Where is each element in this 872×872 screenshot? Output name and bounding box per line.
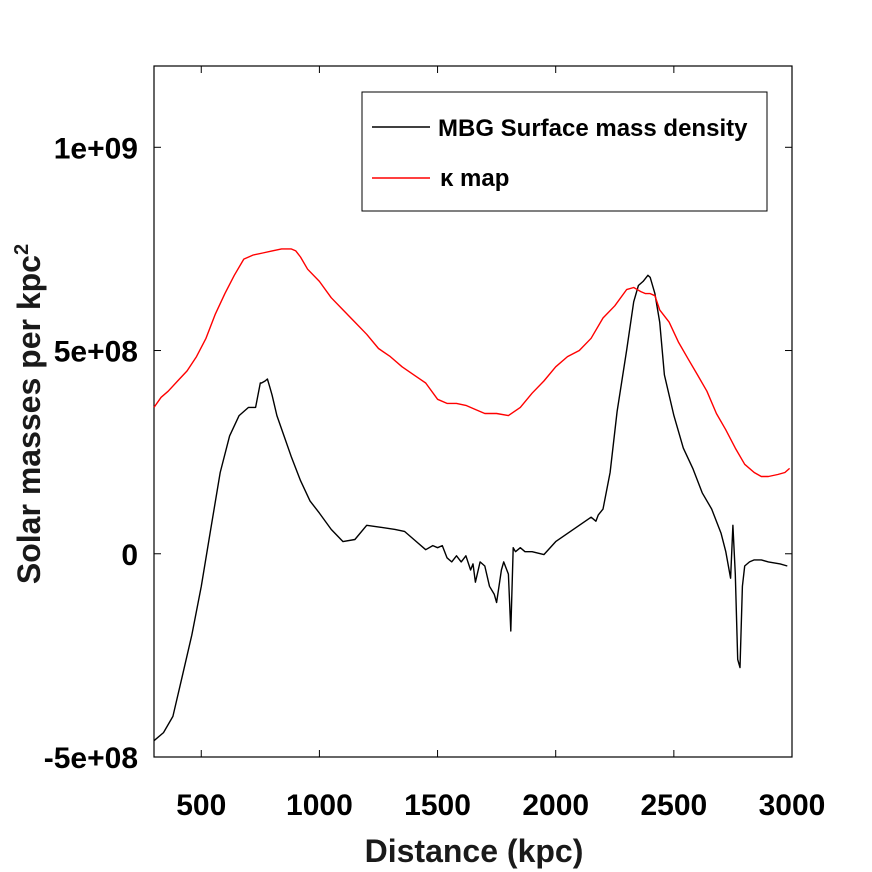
y-tick-label: 1e+09: [54, 132, 138, 165]
series-lines: [153, 248, 791, 742]
x-tick-label: 2000: [522, 789, 589, 822]
x-axis-title: Distance (kpc): [365, 833, 584, 869]
y-axis-title-text: Solar masses per kpc: [11, 255, 47, 584]
legend: MBG Surface mass density κ map: [361, 91, 768, 212]
x-tick-label: 3000: [759, 789, 826, 822]
y-tick-label: 5e+08: [54, 336, 138, 369]
y-axis-title: Solar masses per kpc2: [11, 244, 47, 584]
tick-marks: [154, 66, 793, 758]
x-tick-label: 1500: [404, 789, 471, 822]
y-tick-label: -5e+08: [44, 742, 138, 775]
y-axis-title-superscript: 2: [11, 244, 33, 255]
x-tick-label: 1000: [286, 789, 353, 822]
legend-label-kappa-map: κ map: [440, 165, 509, 192]
legend-box: [361, 91, 768, 212]
x-tick-label: 2500: [640, 789, 707, 822]
plot-area-frame: [153, 65, 793, 758]
legend-label-mbg-surface-mass-density: MBG Surface mass density: [438, 115, 748, 142]
series-line-kappa-map: [153, 248, 791, 478]
tick-labels: 500 1000 1500 2000 2500 3000 -5e+08 0 5e+08 1e+09: [44, 132, 826, 822]
x-tick-label: 500: [176, 789, 226, 822]
y-tick-label: 0: [121, 539, 138, 572]
series-line-mbg-surface-mass-density: [153, 274, 788, 742]
